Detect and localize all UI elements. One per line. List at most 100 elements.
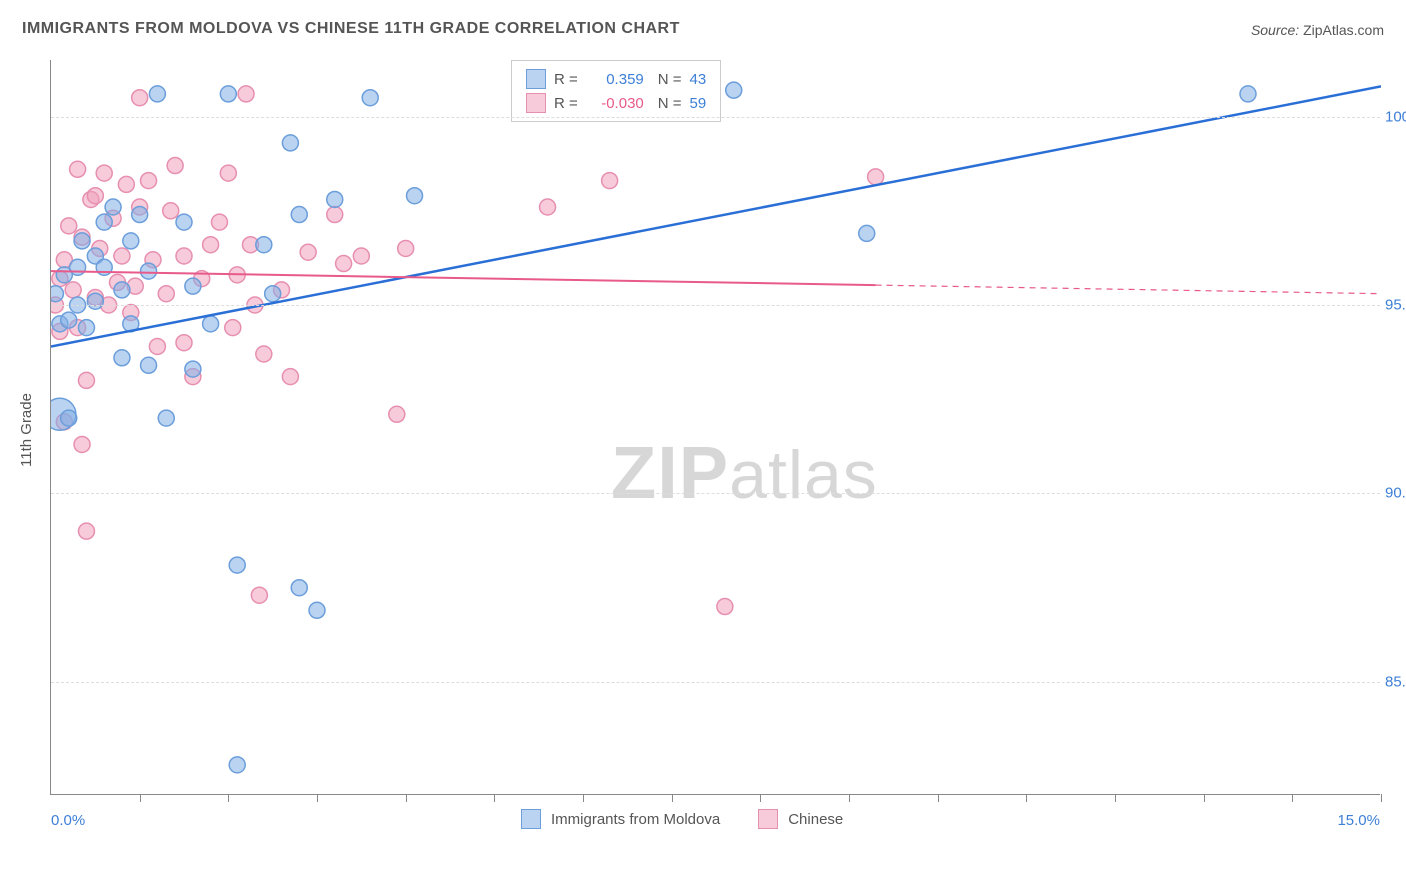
data-point [327,207,343,223]
data-point [56,252,72,268]
y-tick-label: 100.0% [1385,108,1406,125]
data-point [118,176,134,192]
data-point [540,199,556,215]
gridline [51,493,1380,494]
data-point [149,86,165,102]
legend-label: Immigrants from Moldova [551,811,720,828]
data-point [229,557,245,573]
data-point [211,214,227,230]
data-point [238,86,254,102]
correlation-legend: R =0.359N =43R =-0.030N =59 [511,60,721,122]
data-point [74,229,90,245]
trend-line-extrapolated [876,285,1381,294]
data-point [127,278,143,294]
data-point [51,398,76,430]
data-point [1240,86,1256,102]
data-point [61,218,77,234]
trend-line [51,86,1381,346]
data-point [868,169,884,185]
x-tick [1026,794,1027,802]
gridline [51,305,1380,306]
y-tick-label: 85.0% [1385,673,1406,690]
legend-label: Chinese [788,811,843,828]
legend-swatch [526,93,546,113]
data-point [87,248,103,264]
data-point [56,414,72,430]
n-label: N = [658,95,682,112]
n-value: 43 [690,71,707,88]
data-point [110,274,126,290]
n-label: N = [658,71,682,88]
plot-area: ZIPatlas R =0.359N =43R =-0.030N =59 Imm… [50,60,1380,795]
data-point [291,580,307,596]
source-attribution: Source: ZipAtlas.com [1251,22,1384,38]
data-point [251,587,267,603]
data-point [123,316,139,332]
x-tick [1204,794,1205,802]
data-point [114,282,130,298]
data-point [176,248,192,264]
x-tick [228,794,229,802]
data-point [87,293,103,309]
data-point [61,312,77,328]
data-point [203,316,219,332]
data-point [163,203,179,219]
data-point [105,199,121,215]
data-point [203,237,219,253]
legend-swatch [521,809,541,829]
data-point [220,86,236,102]
x-tick [494,794,495,802]
data-point [243,237,259,253]
data-point [74,233,90,249]
data-point [70,259,86,275]
trend-line [51,271,876,285]
data-point [362,90,378,106]
data-point [61,410,77,426]
data-point [398,240,414,256]
data-point [92,240,108,256]
n-value: 59 [690,95,707,112]
data-point [158,286,174,302]
x-min-label: 0.0% [51,812,85,829]
legend-row: R =-0.030N =59 [526,91,706,115]
data-point [167,158,183,174]
watermark-atlas: atlas [729,437,878,513]
data-point [389,406,405,422]
x-tick [760,794,761,802]
data-point [70,161,86,177]
data-point [123,233,139,249]
data-point [185,361,201,377]
data-point [141,357,157,373]
data-point [51,286,63,302]
data-point [96,259,112,275]
chart-svg [51,60,1381,795]
y-tick-label: 90.0% [1385,485,1406,502]
data-point [132,90,148,106]
x-tick [672,794,673,802]
data-point [114,350,130,366]
data-point [229,267,245,283]
data-point [114,248,130,264]
data-point [56,267,72,283]
data-point [225,320,241,336]
data-point [327,191,343,207]
x-tick [1115,794,1116,802]
x-tick [1381,794,1382,802]
legend-row: R =0.359N =43 [526,67,706,91]
data-point [74,436,90,452]
data-point [123,305,139,321]
data-point [726,82,742,98]
data-point [132,207,148,223]
x-tick [938,794,939,802]
data-point [52,316,68,332]
r-value: -0.030 [586,95,644,112]
x-tick [140,794,141,802]
data-point [149,338,165,354]
data-point [274,282,290,298]
data-point [96,165,112,181]
data-point [52,271,68,287]
data-point [176,335,192,351]
data-point [96,214,112,230]
x-tick [849,794,850,802]
source-value: ZipAtlas.com [1303,22,1384,38]
